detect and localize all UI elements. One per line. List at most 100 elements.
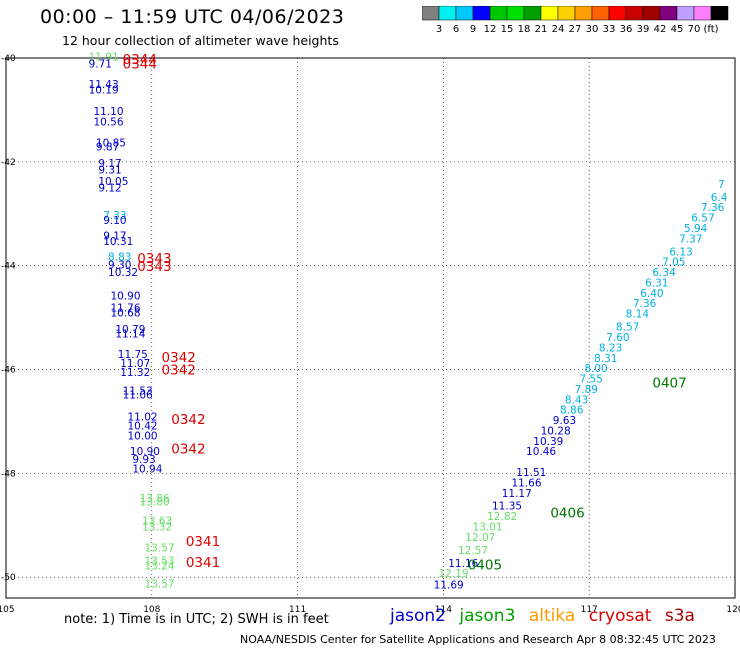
wave-height-label: 6.13 — [669, 246, 692, 258]
colorbar-label: 21 — [535, 24, 548, 35]
wave-height-label: 8.31 — [594, 353, 617, 365]
wave-height-label: 7 — [718, 179, 725, 191]
wave-height-label: 13.01 — [473, 522, 503, 534]
pass-time-label: 0405 — [468, 557, 502, 573]
wave-height-label: 12.57 — [458, 545, 488, 557]
wave-height-label: 13.63 — [142, 515, 172, 527]
pass-time-label: 0342 — [171, 442, 205, 458]
y-tick-label: -48 — [1, 469, 16, 479]
wave-height-label: 10.46 — [526, 446, 556, 458]
wave-height-label: 13.24 — [145, 560, 175, 572]
y-tick-label: -46 — [1, 366, 16, 376]
wave-height-label: 11.06 — [123, 390, 153, 402]
wave-height-label: 7.36 — [701, 202, 725, 214]
colorbar-label: 39 — [637, 24, 650, 35]
wave-height-label: 8.14 — [626, 309, 650, 321]
wave-height-label: 11.91 — [89, 52, 119, 64]
pass-time-label: 0341 — [186, 534, 220, 550]
colorbar-label: 18 — [518, 24, 531, 35]
wave-height-label: 7.60 — [606, 332, 629, 344]
colorbar-label: 9 — [470, 24, 476, 35]
wave-height-label: 13.32 — [142, 522, 172, 534]
wave-height-label: 10.94 — [132, 463, 162, 475]
wave-height-label: 11.76 — [110, 302, 140, 314]
pass-time-label: 0344 — [123, 56, 157, 72]
wave-height-label: 13.53 — [145, 555, 175, 567]
units-note: note: 1) Time is in UTC; 2) SWH is in fe… — [64, 612, 329, 627]
wave-height-label: 9.93 — [132, 454, 155, 466]
wave-height-label: 10.85 — [96, 137, 126, 149]
colorbar-label: 6 — [453, 24, 459, 35]
wave-height-label: 10.28 — [541, 425, 571, 437]
pass-time-label: 0342 — [171, 412, 205, 428]
x-tick-label: 120 — [726, 605, 740, 615]
wave-height-label: 5.94 — [684, 223, 708, 235]
pass-time-label: 0342 — [162, 350, 196, 366]
wave-height-label: 9.87 — [96, 141, 119, 153]
wave-height-label: 10.56 — [93, 117, 123, 129]
wave-height-label: 6.31 — [645, 277, 668, 289]
wave-height-label: 8.43 — [565, 394, 588, 406]
colorbar-label: (ft) — [703, 24, 718, 35]
colorbar-label: 36 — [620, 24, 633, 35]
wave-height-label: 13.57 — [145, 579, 175, 591]
x-tick-label: 108 — [143, 605, 160, 615]
map-subtitle: 12 hour collection of altimeter wave hei… — [62, 33, 339, 48]
colorbar-swatch — [710, 6, 729, 21]
colorbar-label: 27 — [569, 24, 582, 35]
colorbar-label: 45 — [671, 24, 684, 35]
wave-height-label: 11.10 — [93, 106, 123, 118]
wave-height-label: 9.17 — [98, 158, 121, 170]
colorbar-label: 33 — [603, 24, 616, 35]
pass-time-label: 0343 — [137, 251, 171, 267]
map-title: 00:00 – 11:59 UTC 04/06/2023 — [40, 6, 345, 28]
wave-height-label: 13.57 — [145, 542, 175, 554]
wave-height-label: 12.19 — [439, 568, 469, 580]
pass-time-label: 0342 — [162, 363, 196, 379]
satellite-legend: jason2 jason3 altika cryosat s3a — [390, 606, 703, 626]
color-scale-bar: 3 6 9 12 15 18 21 24 27 30 33 36 39 42 45 70 (ft) — [422, 6, 729, 35]
pass-time-label: 0406 — [550, 506, 584, 522]
wave-height-label: 10.00 — [128, 431, 158, 443]
wave-height-label: 10.90 — [110, 290, 140, 302]
wave-height-label: 13.86 — [140, 493, 170, 505]
wave-height-label: 11.43 — [89, 79, 119, 91]
colorbar-label: 70 — [688, 24, 701, 35]
wave-height-label: 10.19 — [89, 84, 119, 96]
x-tick-label: 111 — [289, 605, 306, 615]
wave-height-label: 11.51 — [516, 467, 546, 479]
legend-jason2: jason2 — [390, 606, 446, 626]
wave-height-label: 7.05 — [662, 257, 685, 269]
wave-height-label: 6.34 — [652, 267, 676, 279]
wave-height-label: 11.14 — [115, 328, 145, 340]
wave-height-label: 9.31 — [98, 164, 121, 176]
wave-height-label: 11.53 — [123, 385, 153, 397]
wave-height-label: 6.4 — [711, 192, 728, 204]
wave-height-label: 12.07 — [465, 532, 495, 544]
colorbar-label: 3 — [436, 24, 442, 35]
wave-height-label: 10.42 — [128, 420, 158, 432]
y-tick-label: -44 — [1, 262, 16, 272]
colorbar-label: 42 — [654, 24, 667, 35]
wave-height-label: 9.30 — [108, 259, 131, 271]
legend-cryosat: cryosat — [588, 606, 652, 626]
wave-height-label: 10.31 — [103, 236, 133, 248]
x-tick-label: 114 — [435, 605, 452, 615]
colorbar-label: 15 — [501, 24, 514, 35]
legend-s3a: s3a — [664, 606, 695, 626]
footer-credit: NOAA/NESDIS Center for Satellite Applica… — [240, 633, 716, 646]
wave-height-label: 11.17 — [502, 488, 532, 500]
legend-altika: altika — [528, 606, 576, 626]
wave-height-label: 11.16 — [448, 558, 478, 570]
colorbar-label: 24 — [552, 24, 565, 35]
pass-time-label: 0407 — [652, 376, 686, 392]
wave-height-label: 8.86 — [560, 405, 584, 417]
x-tick-label: 105 — [0, 605, 15, 615]
wave-height-label: 11.75 — [118, 349, 148, 361]
wave-height-label: 8.83 — [108, 252, 131, 264]
pass-time-label: 0344 — [123, 52, 157, 68]
wave-height-label: 10.68 — [110, 308, 140, 320]
wave-height-label: 9.12 — [98, 182, 121, 194]
wave-height-label: 10.32 — [108, 267, 138, 279]
wave-height-label: 10.39 — [533, 436, 563, 448]
